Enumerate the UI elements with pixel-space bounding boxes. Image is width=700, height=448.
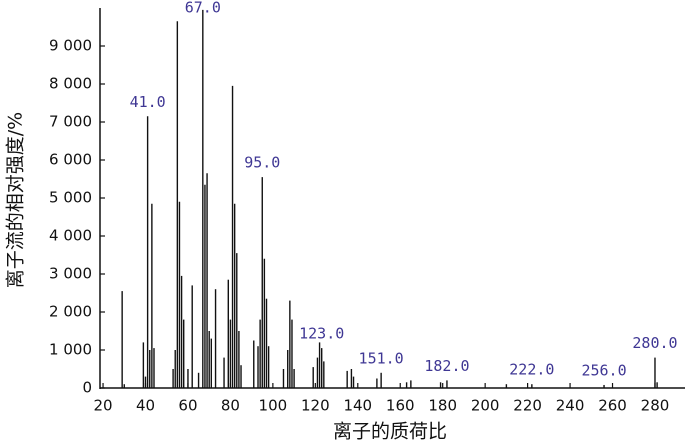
x-axis-title: 离子的质荷比	[333, 421, 447, 443]
peak-label: 67.0	[185, 0, 221, 17]
x-tick-label: 140	[343, 397, 372, 415]
x-tick-label: 20	[93, 397, 112, 415]
y-tick-label: 3 000	[49, 265, 92, 283]
x-tick-label: 160	[386, 397, 415, 415]
x-tick-label: 280	[641, 397, 670, 415]
x-tick-label: 200	[471, 397, 500, 415]
x-tick-label: 60	[178, 397, 197, 415]
x-tick-label: 220	[513, 397, 542, 415]
peak-label: 95.0	[244, 154, 280, 172]
peak-label: 256.0	[581, 361, 626, 379]
peak-label: 182.0	[424, 357, 469, 375]
x-tick-label: 40	[136, 397, 155, 415]
x-tick-label: 100	[259, 397, 288, 415]
x-tick-label: 80	[221, 397, 240, 415]
peak-label: 41.0	[130, 93, 166, 111]
y-axis-title: 离子流的相对强度/%	[5, 112, 27, 288]
peak-label: 280.0	[632, 334, 677, 352]
y-tick-label: 6 000	[49, 151, 92, 169]
y-tick-label: 8 000	[49, 75, 92, 93]
y-tick-label: 2 000	[49, 303, 92, 321]
y-tick-label: 1 000	[49, 341, 92, 359]
y-tick-label: 0	[82, 379, 92, 397]
y-tick-label: 9 000	[49, 37, 92, 55]
y-tick-label: 4 000	[49, 227, 92, 245]
x-tick-label: 120	[301, 397, 330, 415]
peak-label: 123.0	[299, 325, 344, 343]
x-tick-label: 260	[598, 397, 627, 415]
y-tick-label: 5 000	[49, 189, 92, 207]
x-tick-label: 180	[428, 397, 457, 415]
y-tick-label: 7 000	[49, 113, 92, 131]
x-tick-label: 240	[556, 397, 585, 415]
peak-label: 151.0	[359, 349, 404, 367]
peak-label: 222.0	[509, 361, 554, 379]
